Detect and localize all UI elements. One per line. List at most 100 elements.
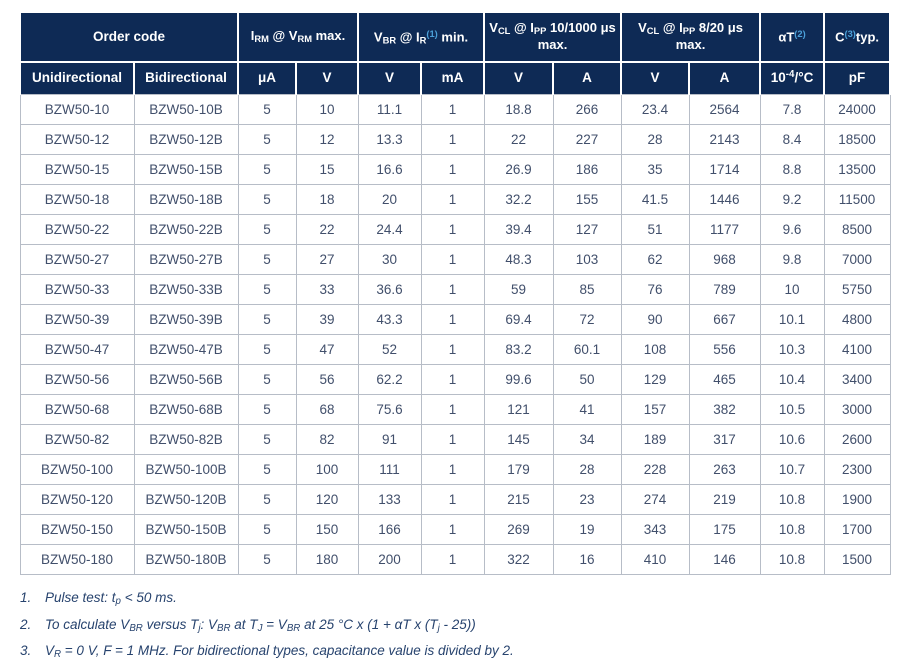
- subheader-unidirectional: Unidirectional: [19, 61, 135, 95]
- cell-vcl-8-20: 228: [620, 453, 690, 485]
- cell-vrm: 82: [295, 423, 359, 455]
- cell-alpha-t: 9.8: [759, 243, 825, 275]
- cell-ir: 1: [420, 513, 485, 545]
- cell-alpha-t: 8.4: [759, 123, 825, 155]
- cell-vrm: 15: [295, 153, 359, 185]
- subheader-unit-ua: μA: [237, 61, 297, 95]
- table-header: Order code IRM @ VRM max. VBR @ IR(1) mi…: [19, 11, 892, 95]
- subheader-unit-v-vrm: V: [294, 61, 360, 95]
- cell-unidirectional-order-code: BZW50-100: [19, 453, 135, 485]
- cell-alpha-t: 10.5: [759, 393, 825, 425]
- cell-vcl-10-1000: 18.8: [483, 93, 554, 125]
- cell-vrm: 47: [295, 333, 359, 365]
- header-alpha-t: αT(2): [759, 11, 826, 63]
- cell-vcl-10-1000: 322: [483, 543, 554, 575]
- cell-irm: 5: [237, 243, 297, 275]
- cell-vcl-10-1000: 59: [483, 273, 554, 305]
- cell-bidirectional-order-code: BZW50-15B: [133, 153, 239, 185]
- cell-alpha-t: 10.7: [759, 453, 825, 485]
- cell-bidirectional-order-code: BZW50-22B: [133, 213, 239, 245]
- footnote-text: Pulse test: tp < 50 ms.: [45, 590, 177, 608]
- cell-unidirectional-order-code: BZW50-56: [19, 363, 135, 395]
- footnote-number: 3.: [20, 643, 32, 659]
- cell-c-typ: 24000: [823, 93, 891, 125]
- table-row: BZW50-33 BZW50-33B 5 33 36.6 1 59 85 76 …: [19, 273, 891, 305]
- cell-unidirectional-order-code: BZW50-15: [19, 153, 135, 185]
- cell-c-typ: 4100: [823, 333, 891, 365]
- cell-ir: 1: [420, 423, 485, 455]
- cell-alpha-t: 10: [759, 273, 825, 305]
- cell-ipp-8-20: 1446: [688, 183, 761, 215]
- subheader-unit-pf: pF: [823, 61, 892, 95]
- cell-vbr: 20: [357, 183, 422, 215]
- cell-ipp-10-1000: 103: [552, 243, 622, 275]
- cell-ipp-10-1000: 50: [552, 363, 622, 395]
- cell-ipp-8-20: 1177: [688, 213, 761, 245]
- cell-bidirectional-order-code: BZW50-56B: [133, 363, 239, 395]
- footnote-number: 2.: [20, 616, 32, 632]
- cell-vcl-8-20: 23.4: [620, 93, 690, 125]
- cell-vbr: 166: [357, 513, 422, 545]
- cell-vcl-10-1000: 22: [483, 123, 554, 155]
- cell-vbr: 13.3: [357, 123, 422, 155]
- cell-alpha-t: 10.8: [759, 513, 825, 545]
- cell-vrm: 12: [295, 123, 359, 155]
- cell-ir: 1: [420, 393, 485, 425]
- cell-ir: 1: [420, 453, 485, 485]
- cell-ipp-10-1000: 266: [552, 93, 622, 125]
- table-row: BZW50-180 BZW50-180B 5 180 200 1 322 16 …: [19, 543, 891, 575]
- cell-unidirectional-order-code: BZW50-12: [19, 123, 135, 155]
- cell-unidirectional-order-code: BZW50-150: [19, 513, 135, 545]
- cell-bidirectional-order-code: BZW50-10B: [133, 93, 239, 125]
- header-units-row: Unidirectional Bidirectional μA V V mA V…: [19, 61, 892, 95]
- cell-vcl-10-1000: 145: [483, 423, 554, 455]
- cell-vcl-10-1000: 215: [483, 483, 554, 515]
- cell-bidirectional-order-code: BZW50-68B: [133, 393, 239, 425]
- cell-ir: 1: [420, 303, 485, 335]
- cell-ir: 1: [420, 123, 485, 155]
- cell-bidirectional-order-code: BZW50-82B: [133, 423, 239, 455]
- cell-alpha-t: 10.4: [759, 363, 825, 395]
- table-row: BZW50-56 BZW50-56B 5 56 62.2 1 99.6 50 1…: [19, 363, 891, 395]
- footnote-text: To calculate VBR versus Tj: VBR at TJ = …: [45, 616, 476, 634]
- cell-ipp-10-1000: 127: [552, 213, 622, 245]
- cell-alpha-t: 10.8: [759, 543, 825, 575]
- cell-ir: 1: [420, 333, 485, 365]
- cell-alpha-t: 10.1: [759, 303, 825, 335]
- cell-c-typ: 3000: [823, 393, 891, 425]
- cell-vcl-8-20: 410: [620, 543, 690, 575]
- cell-ipp-10-1000: 227: [552, 123, 622, 155]
- table-row: BZW50-47 BZW50-47B 5 47 52 1 83.2 60.1 1…: [19, 333, 891, 365]
- header-vcl-ipp-8-20: VCL @ IPP 8/20 μs max.: [620, 11, 762, 63]
- cell-ir: 1: [420, 543, 485, 575]
- cell-vbr: 133: [357, 483, 422, 515]
- cell-vbr: 16.6: [357, 153, 422, 185]
- subheader-unit-v-vcl1: V: [483, 61, 555, 95]
- cell-ipp-10-1000: 23: [552, 483, 622, 515]
- table-row: BZW50-18 BZW50-18B 5 18 20 1 32.2 155 41…: [19, 183, 891, 215]
- cell-vcl-8-20: 157: [620, 393, 690, 425]
- table-row: BZW50-39 BZW50-39B 5 39 43.3 1 69.4 72 9…: [19, 303, 891, 335]
- cell-vbr: 111: [357, 453, 422, 485]
- cell-vcl-10-1000: 26.9: [483, 153, 554, 185]
- cell-alpha-t: 10.3: [759, 333, 825, 365]
- table-row: BZW50-12 BZW50-12B 5 12 13.3 1 22 227 28…: [19, 123, 891, 155]
- cell-ipp-8-20: 2143: [688, 123, 761, 155]
- header-vbr-ir-min: VBR @ IR(1) min.: [357, 11, 486, 63]
- cell-ipp-8-20: 789: [688, 273, 761, 305]
- table-row: BZW50-68 BZW50-68B 5 68 75.6 1 121 41 15…: [19, 393, 891, 425]
- footnote-text: VR = 0 V, F = 1 MHz. For bidirectional t…: [45, 643, 514, 661]
- footnote: 1. Pulse test: tp < 50 ms.: [20, 589, 880, 608]
- cell-vcl-8-20: 41.5: [620, 183, 690, 215]
- footnotes: 1. Pulse test: tp < 50 ms. 2. To calcula…: [20, 589, 880, 667]
- cell-vrm: 100: [295, 453, 359, 485]
- cell-vrm: 150: [295, 513, 359, 545]
- cell-vrm: 22: [295, 213, 359, 245]
- table-body: BZW50-10 BZW50-10B 5 10 11.1 1 18.8 266 …: [19, 93, 891, 575]
- cell-ipp-8-20: 1714: [688, 153, 761, 185]
- cell-ipp-10-1000: 28: [552, 453, 622, 485]
- cell-vrm: 39: [295, 303, 359, 335]
- cell-irm: 5: [237, 483, 297, 515]
- subheader-unit-v-vbr: V: [357, 61, 423, 95]
